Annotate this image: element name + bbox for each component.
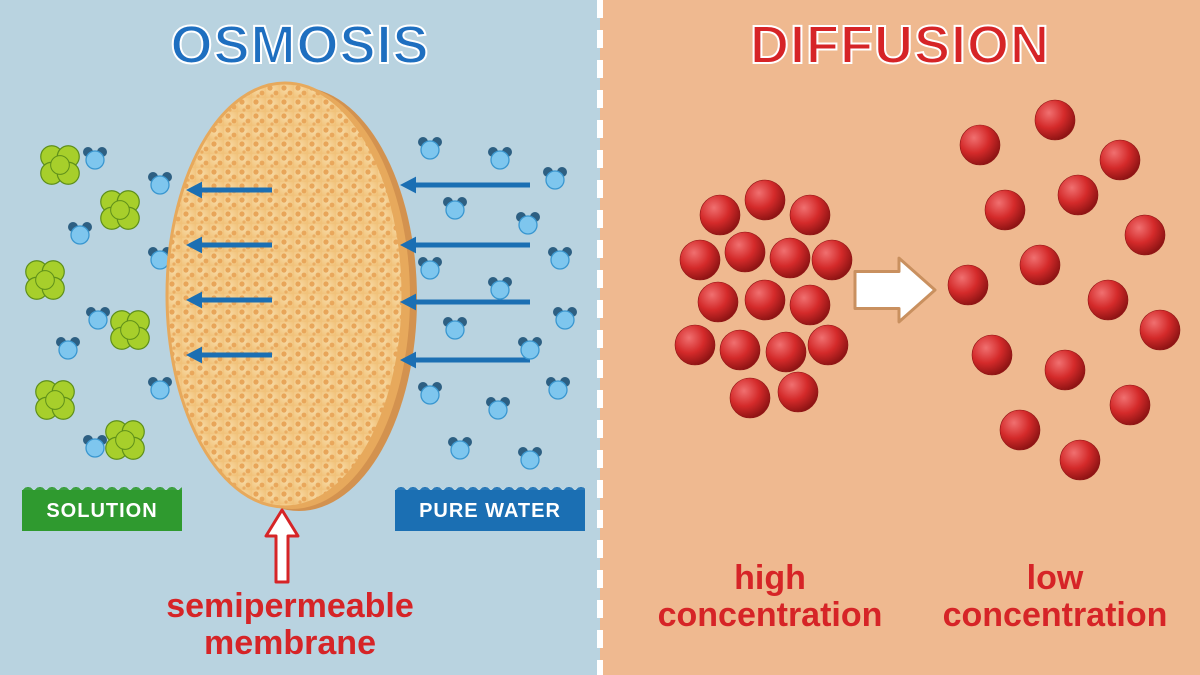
low-concentration-label: lowconcentration	[915, 560, 1195, 635]
panel-divider	[597, 0, 603, 675]
membrane-label: semipermeablemembrane	[130, 588, 450, 663]
infographic-container: OSMOSIS SOLUTION PURE WATER semipermeabl…	[0, 0, 1200, 675]
solution-badge: SOLUTION	[22, 490, 182, 531]
high-concentration-label: highconcentration	[630, 560, 910, 635]
osmosis-scene	[0, 0, 600, 675]
diffusion-panel: DIFFUSION highconcentration lowconcentra…	[600, 0, 1200, 675]
osmosis-panel: OSMOSIS SOLUTION PURE WATER semipermeabl…	[0, 0, 600, 675]
pure-water-badge: PURE WATER	[395, 490, 585, 531]
